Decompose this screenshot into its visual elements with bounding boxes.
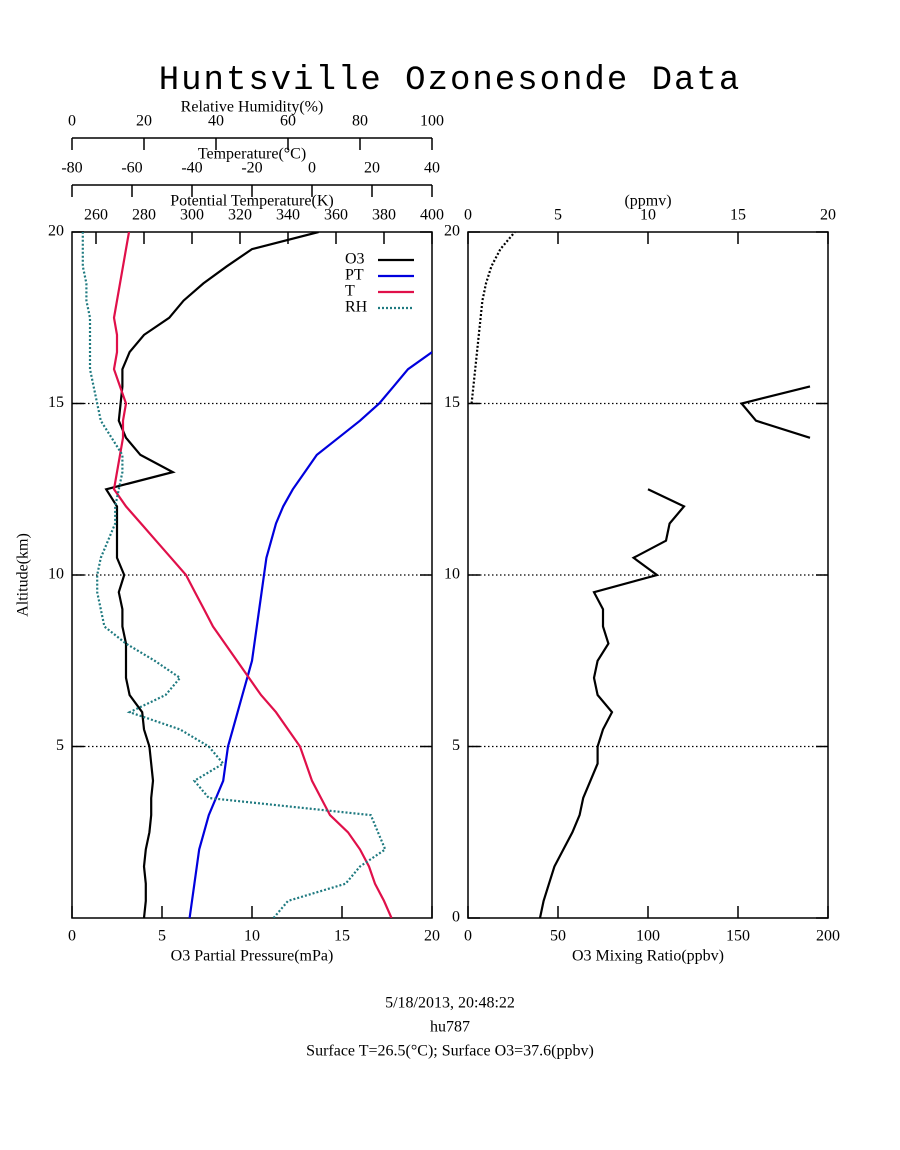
page-title: Huntsville Ozonesonde Data <box>159 62 742 100</box>
y-tick-label: 15 <box>48 394 64 411</box>
y-tick-label: 20 <box>48 223 64 240</box>
footer-line: Surface T=26.5(°C); Surface O3=37.6(ppbv… <box>306 1043 594 1060</box>
x-tick-label: 20 <box>364 160 380 177</box>
x-tick-label: 20 <box>424 928 440 945</box>
x-tick-label: -80 <box>61 160 82 177</box>
series-line <box>470 232 516 404</box>
x-tick-label: 380 <box>372 207 396 224</box>
x-tick-label: 20 <box>136 113 152 130</box>
x-tick-label: 5 <box>554 207 562 224</box>
x-tick-label: 360 <box>324 207 348 224</box>
series-line <box>188 351 432 918</box>
x-tick-label: 50 <box>550 928 566 945</box>
x-tick-label: 0 <box>68 113 76 130</box>
series-line <box>104 232 319 918</box>
x-axis-label: O3 Partial Pressure(mPa) <box>171 948 334 965</box>
footer-line: hu787 <box>430 1019 470 1036</box>
legend-label: RH <box>345 299 368 316</box>
x-tick-label: -20 <box>241 160 262 177</box>
series-line <box>112 232 393 918</box>
x-tick-label: 40 <box>424 160 440 177</box>
footer-line: 5/18/2013, 20:48:22 <box>385 995 515 1012</box>
y-tick-label: 20 <box>444 223 460 240</box>
x-tick-label: 150 <box>726 928 750 945</box>
x-axis-label: Relative Humidity(%) <box>181 99 324 116</box>
x-tick-label: 80 <box>352 113 368 130</box>
x-tick-label: 5 <box>158 928 166 945</box>
x-tick-label: 280 <box>132 207 156 224</box>
x-tick-label: -40 <box>181 160 202 177</box>
x-axis-label: (ppmv) <box>624 193 671 210</box>
x-tick-label: 200 <box>816 928 840 945</box>
y-tick-label: 5 <box>56 737 64 754</box>
x-tick-label: 15 <box>334 928 350 945</box>
x-tick-label: -60 <box>121 160 142 177</box>
x-tick-label: 100 <box>420 113 444 130</box>
legend-label: T <box>345 283 355 300</box>
legend-label: O3 <box>345 251 365 268</box>
x-axis-label: Potential Temperature(K) <box>170 193 333 210</box>
x-tick-label: 15 <box>730 207 746 224</box>
x-tick-label: 0 <box>308 160 316 177</box>
series-line <box>538 385 811 918</box>
x-tick-label: 10 <box>640 207 656 224</box>
x-tick-label: 340 <box>276 207 300 224</box>
x-tick-label: 20 <box>820 207 836 224</box>
x-axis-label: Temperature(°C) <box>198 146 306 163</box>
x-tick-label: 40 <box>208 113 224 130</box>
y-tick-label: 10 <box>444 566 460 583</box>
x-tick-label: 60 <box>280 113 296 130</box>
x-tick-label: 0 <box>464 928 472 945</box>
y-axis-label: Altitude(km) <box>15 533 32 617</box>
series-line <box>81 232 387 918</box>
x-tick-label: 320 <box>228 207 252 224</box>
y-tick-label: 5 <box>452 737 460 754</box>
x-tick-label: 0 <box>68 928 76 945</box>
x-tick-label: 0 <box>464 207 472 224</box>
x-tick-label: 10 <box>244 928 260 945</box>
y-tick-label: 0 <box>452 909 460 926</box>
x-tick-label: 400 <box>420 207 444 224</box>
x-tick-label: 300 <box>180 207 204 224</box>
x-tick-label: 260 <box>84 207 108 224</box>
y-tick-label: 10 <box>48 566 64 583</box>
legend-label: PT <box>345 267 364 284</box>
y-tick-label: 15 <box>444 394 460 411</box>
x-axis-label: O3 Mixing Ratio(ppbv) <box>572 948 724 965</box>
x-tick-label: 100 <box>636 928 660 945</box>
